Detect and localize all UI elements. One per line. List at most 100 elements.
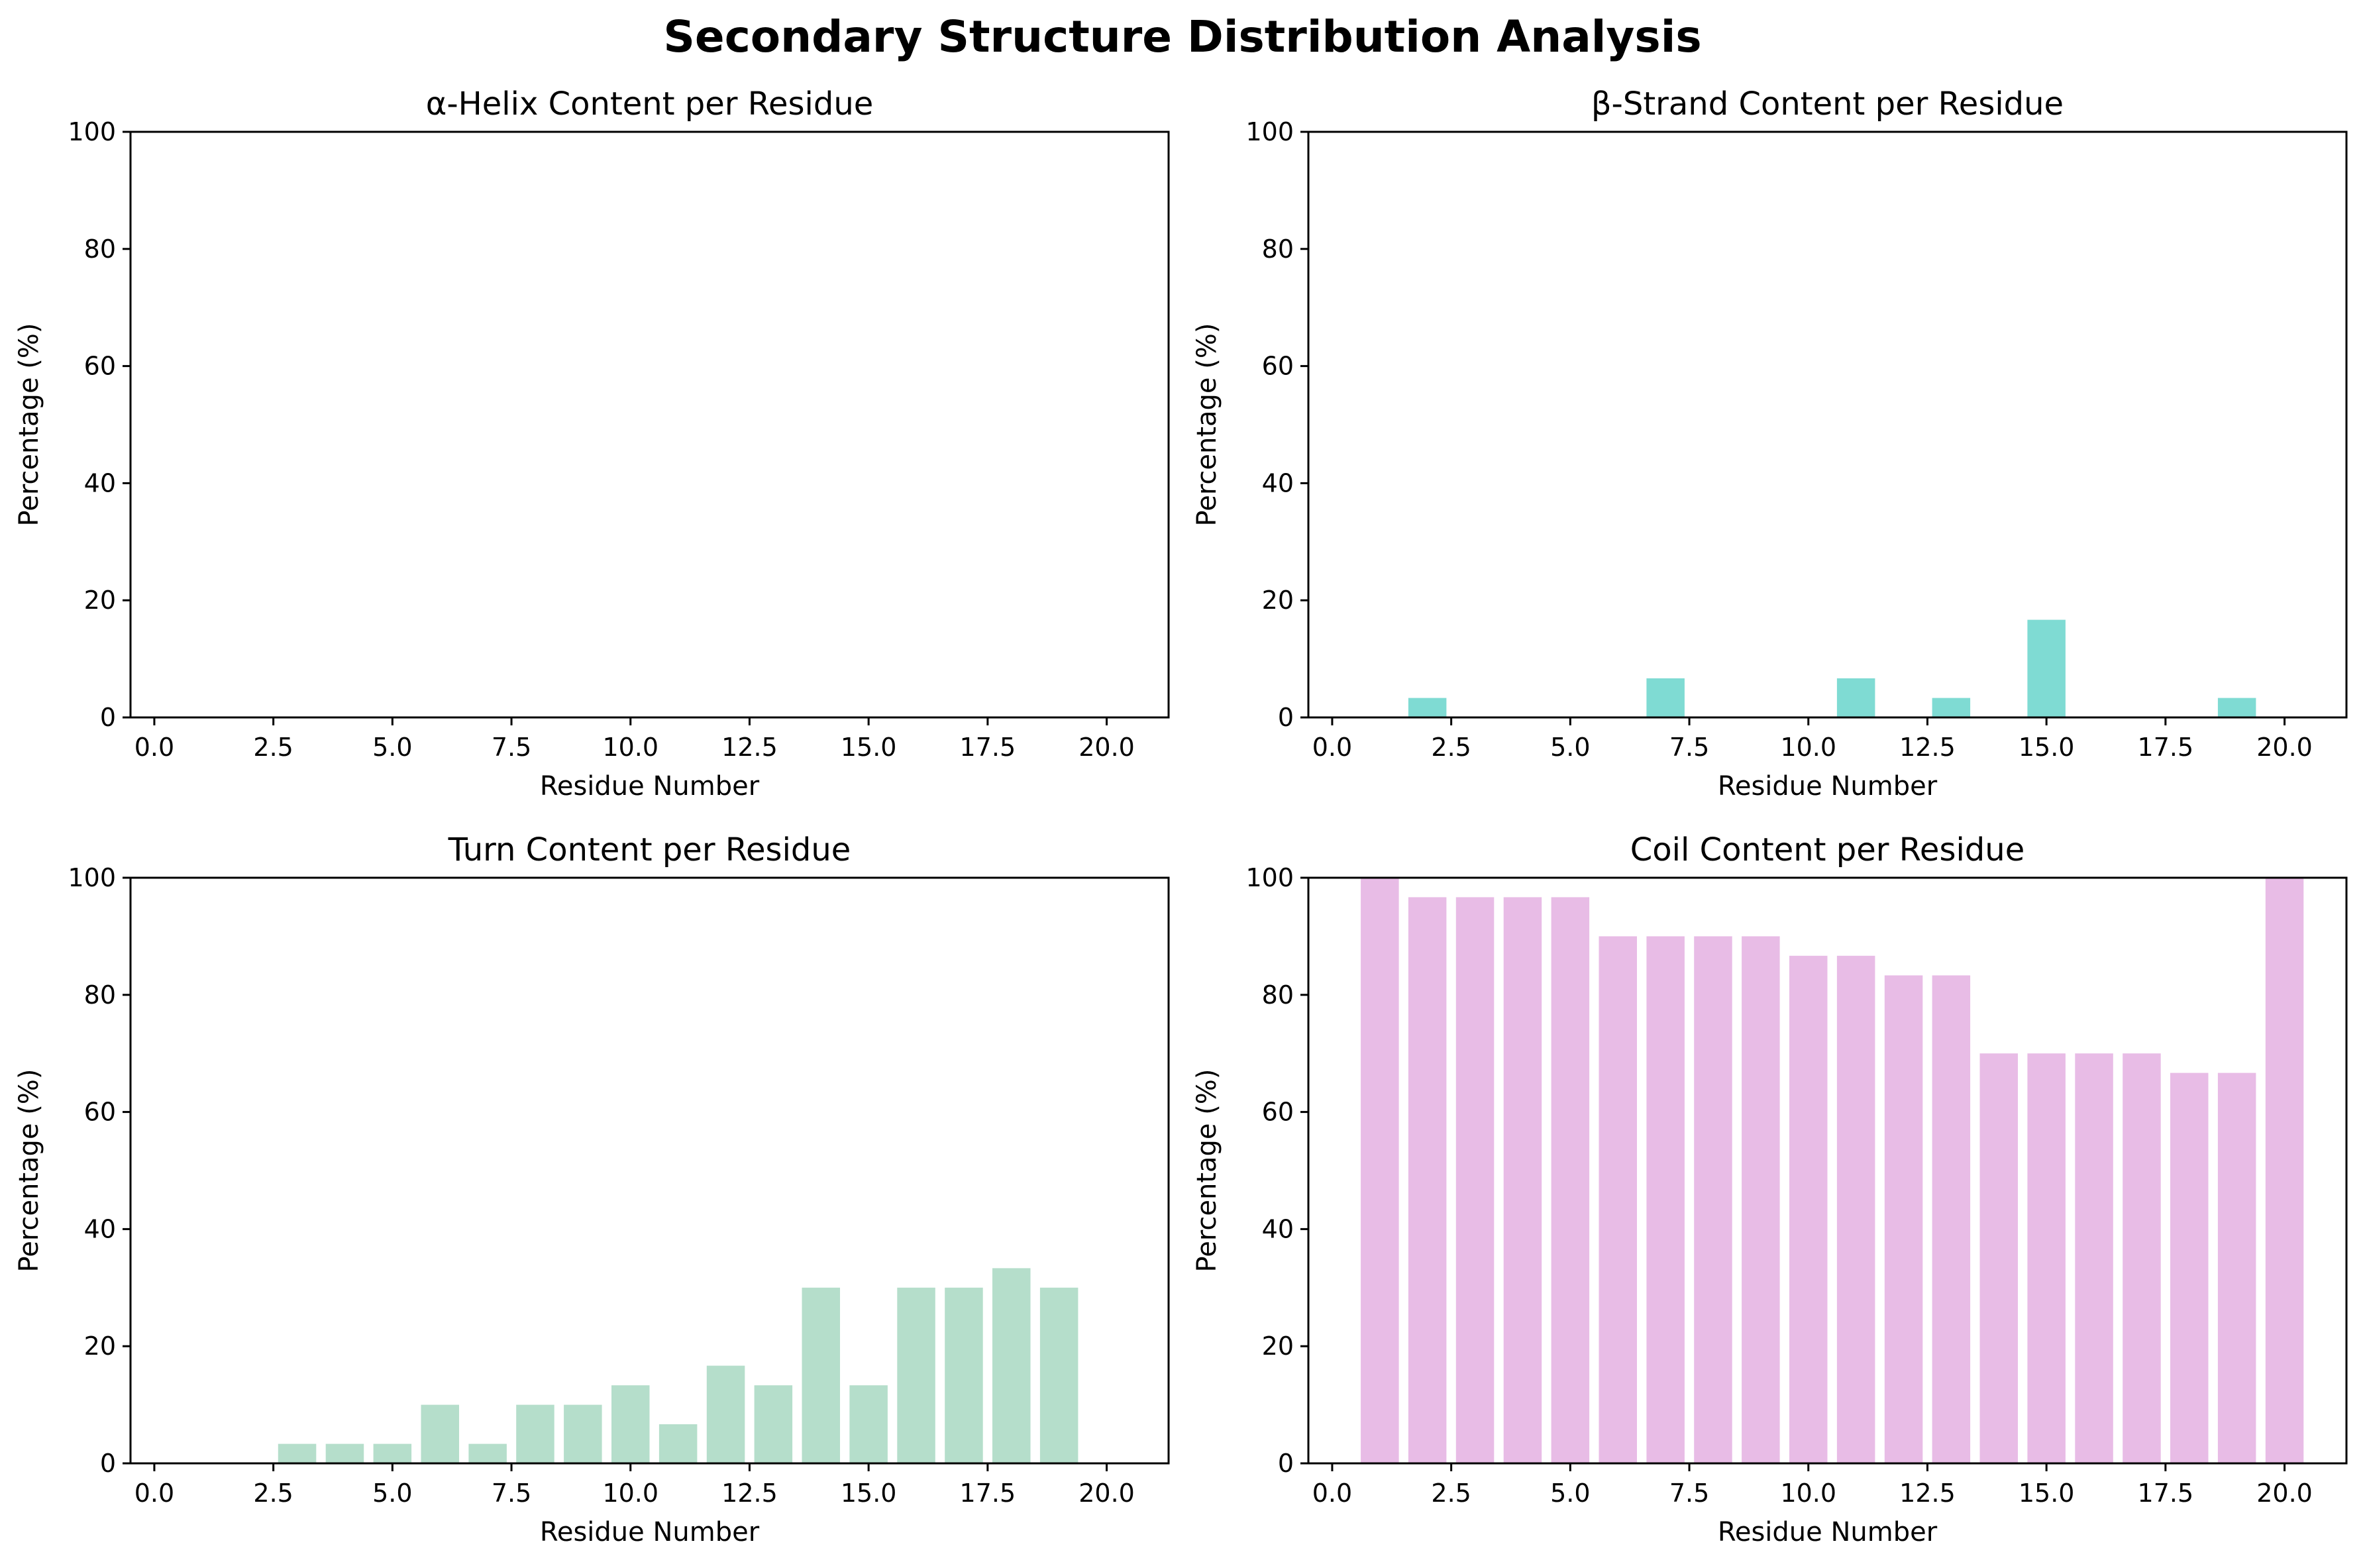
bar-residue-20	[2265, 878, 2304, 1463]
x-tick-label: 17.5	[960, 1479, 1016, 1508]
bar-residue-16	[897, 1287, 935, 1463]
y-tick-label: 20	[1262, 1332, 1294, 1361]
y-tick-label: 80	[1262, 980, 1294, 1010]
y-axis-ticks: 0 20 40 60 80 100	[68, 863, 131, 1478]
bar-residue-1	[1361, 878, 1399, 1463]
bar-residue-11	[658, 1424, 698, 1463]
x-tick-label: 2.5	[1431, 733, 1471, 762]
y-tick-label: 0	[1278, 1449, 1294, 1478]
y-tick-label: 60	[1262, 352, 1294, 381]
y-tick-label: 20	[1262, 586, 1294, 615]
y-tick-label: 0	[100, 703, 116, 732]
panel-title: α-Helix Content per Residue	[426, 85, 874, 123]
panel-title: β-Strand Content per Residue	[1591, 85, 2064, 123]
bar-residue-13	[754, 1385, 793, 1463]
y-tick-label: 100	[1245, 117, 1294, 146]
bar-residue-3	[278, 1443, 317, 1463]
bar-residue-13	[1932, 975, 1971, 1463]
x-axis-ticks: 0.0 2.5 5.0 7.5 10.0 12.5 15.0 17.5 20.0	[134, 717, 1135, 762]
x-tick-label: 10.0	[602, 1479, 658, 1508]
x-tick-label: 17.5	[960, 733, 1016, 762]
y-axis-label: Percentage (%)	[14, 1069, 44, 1273]
x-tick-label: 15.0	[841, 733, 897, 762]
x-tick-label: 12.5	[721, 733, 778, 762]
y-axis-label: Percentage (%)	[1192, 323, 1222, 527]
y-axis-ticks: 0 20 40 60 80 100	[1245, 863, 1308, 1478]
bar-residue-18	[2170, 1072, 2209, 1463]
y-tick-label: 40	[84, 1214, 116, 1243]
x-tick-label: 2.5	[253, 733, 293, 762]
x-tick-label: 10.0	[1780, 1479, 1836, 1508]
bar-residue-13	[1932, 698, 1971, 717]
x-axis-label: Residue Number	[540, 771, 760, 802]
x-tick-label: 7.5	[1669, 733, 1709, 762]
bar-residue-15	[2027, 619, 2066, 717]
x-axis-label: Residue Number	[540, 1517, 760, 1547]
axes-frame	[1307, 876, 2348, 1465]
y-tick-label: 100	[68, 863, 116, 892]
bar-residue-15	[2027, 1053, 2066, 1463]
y-tick-label: 40	[1262, 468, 1294, 497]
bar-residue-2	[1408, 698, 1447, 717]
bar-residue-11	[1836, 955, 1875, 1463]
x-tick-label: 15.0	[2019, 733, 2075, 762]
y-axis-ticks: 0 20 40 60 80 100	[1245, 117, 1308, 732]
bar-residue-17	[945, 1287, 983, 1463]
y-tick-label: 80	[1262, 235, 1294, 264]
bar-residue-14	[1979, 1053, 2018, 1463]
panel-beta-strand: 0.0 2.5 5.0 7.5 10.0 12.5 15.0 17.5 20.0 0 20 40 60 8…	[1192, 85, 2348, 802]
axes-frame	[129, 131, 1170, 719]
y-tick-label: 20	[84, 1332, 116, 1361]
x-tick-label: 15.0	[2019, 1479, 2075, 1508]
x-tick-label: 7.5	[1669, 1479, 1709, 1508]
x-tick-label: 5.0	[372, 733, 412, 762]
bar-residue-4	[325, 1443, 364, 1463]
y-tick-label: 0	[100, 1449, 116, 1478]
bar-residue-15	[849, 1385, 888, 1463]
y-tick-label: 60	[84, 1098, 116, 1127]
bar-residue-5	[373, 1443, 412, 1463]
x-tick-label: 0.0	[134, 1479, 174, 1508]
x-axis-label: Residue Number	[1718, 1517, 1938, 1547]
bars	[1361, 878, 2304, 1463]
y-tick-label: 100	[1245, 863, 1294, 892]
x-tick-label: 17.5	[2138, 1479, 2194, 1508]
y-tick-label: 80	[84, 980, 116, 1010]
bar-residue-7	[1646, 678, 1685, 717]
x-axis-ticks: 0.0 2.5 5.0 7.5 10.0 12.5 15.0 17.5 20.0	[1312, 1463, 2313, 1508]
bar-residue-16	[2075, 1053, 2113, 1463]
x-tick-label: 20.0	[1078, 733, 1135, 762]
y-tick-label: 60	[84, 352, 116, 381]
bar-residue-14	[802, 1287, 840, 1463]
bar-residue-9	[564, 1404, 602, 1463]
x-tick-label: 5.0	[1550, 1479, 1590, 1508]
x-tick-label: 15.0	[841, 1479, 897, 1508]
bars	[1408, 619, 2256, 717]
x-axis-ticks: 0.0 2.5 5.0 7.5 10.0 12.5 15.0 17.5 20.0	[1312, 717, 2313, 762]
bar-residue-19	[1039, 1287, 1078, 1463]
bar-residue-12	[1884, 975, 1923, 1463]
bar-residue-4	[1503, 897, 1542, 1463]
bar-residue-5	[1551, 897, 1590, 1463]
x-tick-label: 2.5	[1431, 1479, 1471, 1508]
panel-turn: 0.0 2.5 5.0 7.5 10.0 12.5 15.0 17.5 20.0 0 20 40 60 8…	[14, 831, 1170, 1547]
x-tick-label: 2.5	[253, 1479, 293, 1508]
axes-frame	[1307, 131, 2348, 719]
bar-residue-6	[1599, 936, 1637, 1463]
bar-residue-7	[1646, 936, 1685, 1463]
x-axis-ticks: 0.0 2.5 5.0 7.5 10.0 12.5 15.0 17.5 20.0	[134, 1463, 1135, 1508]
x-tick-label: 7.5	[492, 1479, 531, 1508]
bar-residue-9	[1742, 936, 1780, 1463]
x-tick-label: 12.5	[1899, 1479, 1956, 1508]
bar-residue-10	[611, 1385, 650, 1463]
bar-residue-19	[2217, 1072, 2256, 1463]
x-axis-label: Residue Number	[1718, 771, 1938, 802]
panel-title: Turn Content per Residue	[448, 831, 851, 868]
y-tick-label: 0	[1278, 703, 1294, 732]
bar-residue-8	[516, 1404, 554, 1463]
x-tick-label: 12.5	[1899, 733, 1956, 762]
bar-residue-7	[468, 1443, 507, 1463]
x-tick-label: 7.5	[492, 733, 531, 762]
